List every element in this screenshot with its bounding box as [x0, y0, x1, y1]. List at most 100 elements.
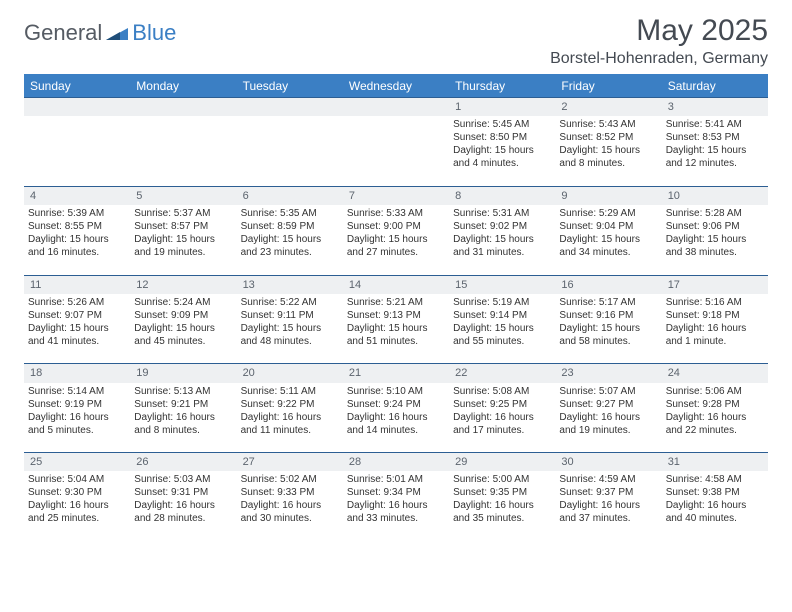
- sunrise-text: Sunrise: 5:29 AM: [559, 207, 657, 220]
- day1-text: Daylight: 16 hours: [666, 411, 764, 424]
- weekday-header: Monday: [130, 75, 236, 98]
- day2-text: and 55 minutes.: [453, 335, 551, 348]
- day-number: 28: [343, 453, 449, 472]
- day1-text: Daylight: 15 hours: [347, 322, 445, 335]
- logo-text-general: General: [24, 20, 102, 46]
- day2-text: and 58 minutes.: [559, 335, 657, 348]
- day-cell: Sunrise: 5:10 AMSunset: 9:24 PMDaylight:…: [343, 383, 449, 453]
- day-cell: [130, 116, 236, 186]
- day2-text: and 40 minutes.: [666, 512, 764, 525]
- day-cell: Sunrise: 5:00 AMSunset: 9:35 PMDaylight:…: [449, 471, 555, 541]
- day-number: 13: [237, 275, 343, 294]
- sunrise-text: Sunrise: 5:14 AM: [28, 385, 126, 398]
- sunrise-text: Sunrise: 5:26 AM: [28, 296, 126, 309]
- day-cell: Sunrise: 5:07 AMSunset: 9:27 PMDaylight:…: [555, 383, 661, 453]
- day2-text: and 38 minutes.: [666, 246, 764, 259]
- sunset-text: Sunset: 9:11 PM: [241, 309, 339, 322]
- day-cell: Sunrise: 5:21 AMSunset: 9:13 PMDaylight:…: [343, 294, 449, 364]
- day-cell: Sunrise: 5:19 AMSunset: 9:14 PMDaylight:…: [449, 294, 555, 364]
- sunrise-text: Sunrise: 5:31 AM: [453, 207, 551, 220]
- sunrise-text: Sunrise: 5:00 AM: [453, 473, 551, 486]
- day-number: 17: [662, 275, 768, 294]
- sunset-text: Sunset: 9:33 PM: [241, 486, 339, 499]
- day2-text: and 45 minutes.: [134, 335, 232, 348]
- sunset-text: Sunset: 9:21 PM: [134, 398, 232, 411]
- day2-text: and 34 minutes.: [559, 246, 657, 259]
- day1-text: Daylight: 15 hours: [559, 322, 657, 335]
- sunset-text: Sunset: 9:16 PM: [559, 309, 657, 322]
- sunset-text: Sunset: 9:28 PM: [666, 398, 764, 411]
- calendar-table: Sunday Monday Tuesday Wednesday Thursday…: [24, 74, 768, 541]
- day2-text: and 30 minutes.: [241, 512, 339, 525]
- daynum-row: 45678910: [24, 186, 768, 205]
- sunrise-text: Sunrise: 5:33 AM: [347, 207, 445, 220]
- sunrise-text: Sunrise: 5:08 AM: [453, 385, 551, 398]
- logo: General Blue: [24, 14, 176, 46]
- day-cell: Sunrise: 5:16 AMSunset: 9:18 PMDaylight:…: [662, 294, 768, 364]
- day1-text: Daylight: 15 hours: [453, 144, 551, 157]
- sunset-text: Sunset: 9:35 PM: [453, 486, 551, 499]
- day-number: 6: [237, 186, 343, 205]
- sunrise-text: Sunrise: 5:28 AM: [666, 207, 764, 220]
- sunset-text: Sunset: 9:22 PM: [241, 398, 339, 411]
- sunrise-text: Sunrise: 5:04 AM: [28, 473, 126, 486]
- day2-text: and 5 minutes.: [28, 424, 126, 437]
- day-number: 19: [130, 364, 236, 383]
- day1-text: Daylight: 16 hours: [134, 499, 232, 512]
- day2-text: and 8 minutes.: [134, 424, 232, 437]
- content-row: Sunrise: 5:14 AMSunset: 9:19 PMDaylight:…: [24, 383, 768, 453]
- day-cell: Sunrise: 5:26 AMSunset: 9:07 PMDaylight:…: [24, 294, 130, 364]
- sunrise-text: Sunrise: 5:02 AM: [241, 473, 339, 486]
- day1-text: Daylight: 16 hours: [453, 499, 551, 512]
- day2-text: and 19 minutes.: [559, 424, 657, 437]
- sunset-text: Sunset: 8:57 PM: [134, 220, 232, 233]
- title-location: Borstel-Hohenraden, Germany: [550, 50, 768, 68]
- day-number: 21: [343, 364, 449, 383]
- day-number: 23: [555, 364, 661, 383]
- day2-text: and 19 minutes.: [134, 246, 232, 259]
- day-cell: Sunrise: 4:59 AMSunset: 9:37 PMDaylight:…: [555, 471, 661, 541]
- sunset-text: Sunset: 9:38 PM: [666, 486, 764, 499]
- sunset-text: Sunset: 8:55 PM: [28, 220, 126, 233]
- day1-text: Daylight: 15 hours: [134, 322, 232, 335]
- day1-text: Daylight: 16 hours: [666, 499, 764, 512]
- day1-text: Daylight: 16 hours: [241, 411, 339, 424]
- day-number: [24, 98, 130, 117]
- day-number: 29: [449, 453, 555, 472]
- sunrise-text: Sunrise: 5:13 AM: [134, 385, 232, 398]
- sunrise-text: Sunrise: 5:43 AM: [559, 118, 657, 131]
- sunrise-text: Sunrise: 5:07 AM: [559, 385, 657, 398]
- weekday-header: Wednesday: [343, 75, 449, 98]
- day-number: 14: [343, 275, 449, 294]
- sunset-text: Sunset: 8:53 PM: [666, 131, 764, 144]
- day-cell: Sunrise: 5:01 AMSunset: 9:34 PMDaylight:…: [343, 471, 449, 541]
- day2-text: and 1 minute.: [666, 335, 764, 348]
- sunrise-text: Sunrise: 5:06 AM: [666, 385, 764, 398]
- day-cell: Sunrise: 5:03 AMSunset: 9:31 PMDaylight:…: [130, 471, 236, 541]
- sunset-text: Sunset: 9:27 PM: [559, 398, 657, 411]
- sunset-text: Sunset: 8:52 PM: [559, 131, 657, 144]
- day2-text: and 17 minutes.: [453, 424, 551, 437]
- sunrise-text: Sunrise: 5:11 AM: [241, 385, 339, 398]
- sunset-text: Sunset: 9:09 PM: [134, 309, 232, 322]
- weekday-header-row: Sunday Monday Tuesday Wednesday Thursday…: [24, 75, 768, 98]
- sunrise-text: Sunrise: 5:24 AM: [134, 296, 232, 309]
- day-number: 26: [130, 453, 236, 472]
- content-row: Sunrise: 5:39 AMSunset: 8:55 PMDaylight:…: [24, 205, 768, 275]
- day2-text: and 27 minutes.: [347, 246, 445, 259]
- day-number: 10: [662, 186, 768, 205]
- sunrise-text: Sunrise: 5:22 AM: [241, 296, 339, 309]
- day-cell: Sunrise: 5:39 AMSunset: 8:55 PMDaylight:…: [24, 205, 130, 275]
- day-number: [237, 98, 343, 117]
- daynum-row: 123: [24, 98, 768, 117]
- day1-text: Daylight: 15 hours: [666, 233, 764, 246]
- day1-text: Daylight: 15 hours: [241, 233, 339, 246]
- sunrise-text: Sunrise: 5:45 AM: [453, 118, 551, 131]
- day-cell: Sunrise: 5:41 AMSunset: 8:53 PMDaylight:…: [662, 116, 768, 186]
- sunset-text: Sunset: 9:04 PM: [559, 220, 657, 233]
- content-row: Sunrise: 5:04 AMSunset: 9:30 PMDaylight:…: [24, 471, 768, 541]
- daynum-row: 18192021222324: [24, 364, 768, 383]
- day2-text: and 33 minutes.: [347, 512, 445, 525]
- weekday-header: Friday: [555, 75, 661, 98]
- day-number: 9: [555, 186, 661, 205]
